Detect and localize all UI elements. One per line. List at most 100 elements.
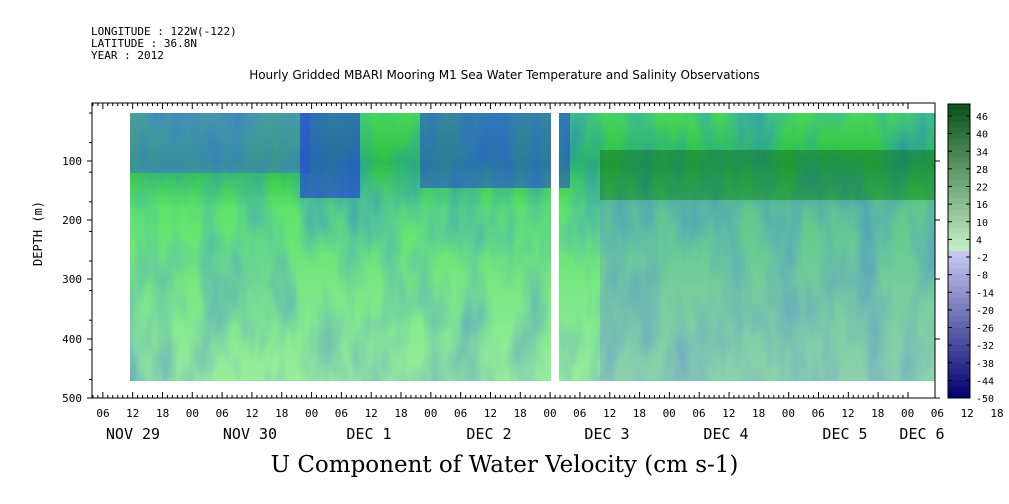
colorbar-label: -38: [976, 359, 994, 370]
colorbar-cell: [948, 251, 970, 258]
x-hour-label: 18: [394, 407, 407, 420]
colorbar-cell: [948, 139, 970, 146]
colorbar-label: 40: [976, 130, 988, 141]
x-hour-label: 18: [871, 407, 884, 420]
x-hour-label: 06: [216, 407, 229, 420]
colorbar-cell: [948, 292, 970, 299]
y-tick-label: 100: [62, 155, 82, 168]
colorbar-cell: [948, 186, 970, 193]
colorbar-cell: [948, 315, 970, 323]
x-hour-label: 18: [990, 407, 1003, 420]
x-day-label: DEC 2: [466, 425, 511, 443]
x-hour-label: 18: [156, 407, 169, 420]
colorbar-cell: [948, 327, 970, 334]
x-hour-label: 00: [305, 407, 318, 420]
colorbar-label: -32: [976, 341, 994, 352]
colorbar-label: -26: [976, 324, 994, 335]
colorbar-cell: [948, 168, 970, 176]
x-day-label: NOV 29: [106, 425, 160, 443]
x-hour-label: 06: [454, 407, 467, 420]
colorbar-cell: [948, 333, 970, 340]
colorbar-cell: [948, 151, 970, 158]
colorbar-label: 34: [976, 147, 988, 158]
y-tick-label: 300: [62, 273, 82, 286]
x-hour-label: 18: [514, 407, 527, 420]
colorbar-cell: [948, 221, 970, 228]
x-hour-label: 12: [722, 407, 735, 420]
x-hour-label: 12: [365, 407, 378, 420]
x-hour-label: 12: [961, 407, 974, 420]
chart-title: Hourly Gridded MBARI Mooring M1 Sea Wate…: [249, 68, 760, 82]
x-hour-label: 12: [126, 407, 139, 420]
colorbar-cell: [948, 286, 970, 293]
x-hour-label: 18: [752, 407, 765, 420]
colorbar-cell: [948, 162, 970, 170]
x-hour-label: 00: [782, 407, 795, 420]
x-hour-label: 00: [663, 407, 676, 420]
colorbar-cell: [948, 368, 970, 375]
colorbar-cell: [948, 392, 970, 399]
colorbar-cell: [948, 156, 970, 164]
y-axis-title: DEPTH (m): [31, 201, 45, 266]
y-tick-label: 200: [62, 214, 82, 227]
colorbar-label: -50: [976, 394, 994, 405]
latitude-label: LATITUDE : 36.8N: [91, 37, 197, 50]
colorbar-label: -44: [976, 376, 994, 387]
colorbar-cell: [948, 104, 970, 111]
colorbar-cell: [948, 303, 970, 311]
x-hour-label: 00: [424, 407, 437, 420]
colorbar-cell: [948, 109, 970, 117]
colorbar-label: 46: [976, 112, 988, 123]
colorbar-cell: [948, 362, 970, 370]
colorbar: 46 40 34 28 22 16 10 4 -2 -8 -14 -20 -26 -32 -38 -44 -50: [947, 103, 994, 405]
colorbar-label: -20: [976, 306, 994, 317]
x-day-label: NOV 30: [223, 425, 277, 443]
x-hour-label: 18: [633, 407, 646, 420]
colorbar-label: 28: [976, 165, 988, 176]
colorbar-cell: [948, 227, 970, 234]
colorbar-frame: [947, 103, 971, 399]
colorbar-label: 22: [976, 183, 988, 194]
colorbar-label: -14: [976, 288, 994, 299]
colorbar-cell: [948, 127, 970, 134]
x-hour-label: 06: [335, 407, 348, 420]
x-hour-label: 06: [96, 407, 109, 420]
colorbar-label: -2: [976, 253, 988, 264]
colorbar-cell: [948, 262, 970, 270]
x-hour-label: 12: [603, 407, 616, 420]
x-hour-label: 12: [841, 407, 854, 420]
x-hour-label: 06: [692, 407, 705, 420]
colorbar-cell: [948, 133, 970, 140]
x-axis-title: U Component of Water Velocity (cm s-1): [270, 452, 739, 478]
colorbar-cell: [948, 209, 970, 217]
colorbar-cell: [948, 350, 970, 358]
colorbar-cell: [948, 345, 970, 352]
x-hour-label: 06: [812, 407, 825, 420]
colorbar-cell: [948, 233, 970, 240]
colorbar-cell: [948, 145, 970, 152]
colorbar-cell: [948, 245, 970, 252]
x-hour-label: 12: [245, 407, 258, 420]
y-tick-label: 400: [62, 333, 82, 346]
colorbar-cell: [948, 309, 970, 317]
year-label: YEAR : 2012: [91, 49, 164, 62]
colorbar-cell: [948, 239, 970, 246]
x-day-label: DEC 5: [822, 425, 867, 443]
colorbar-cell: [948, 192, 970, 199]
x-day-label: DEC 3: [584, 425, 629, 443]
colorbar-cell: [948, 174, 970, 181]
colorbar-cell: [948, 298, 970, 305]
x-day-label: DEC 4: [703, 425, 748, 443]
colorbar-cell: [948, 256, 970, 264]
colorbar-cell: [948, 274, 970, 281]
colorbar-cell: [948, 280, 970, 287]
colorbar-cell: [948, 339, 970, 346]
colorbar-cell: [948, 215, 970, 223]
colorbar-cell: [948, 115, 970, 123]
x-day-label: DEC 6: [899, 425, 944, 443]
x-hour-label: 06: [931, 407, 944, 420]
colorbar-label: 10: [976, 218, 988, 229]
colorbar-label: 4: [976, 235, 982, 246]
